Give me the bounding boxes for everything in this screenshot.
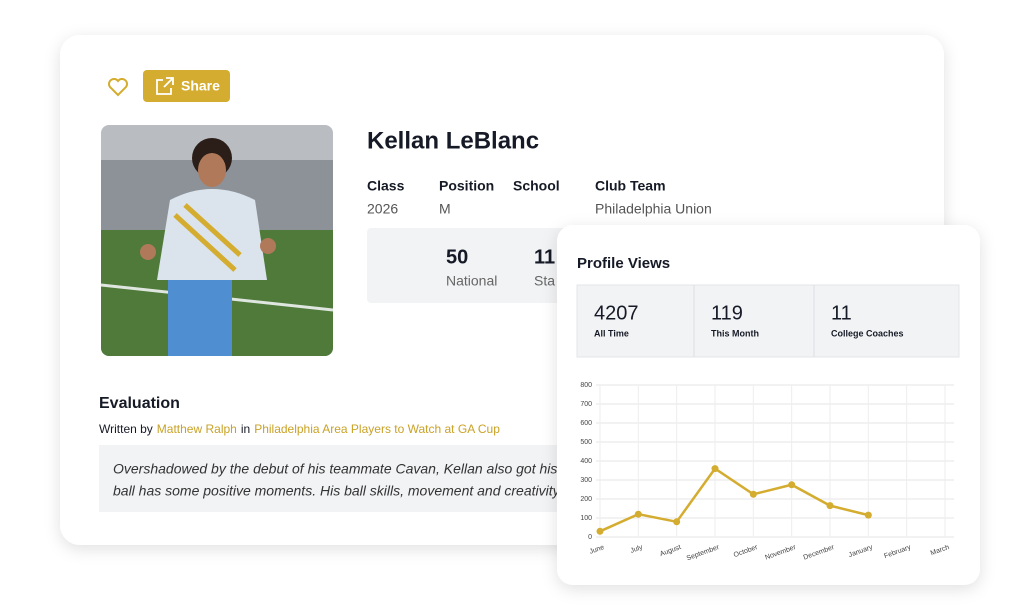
share-label[interactable]: Share — [181, 78, 220, 94]
stat-label: College Coaches — [831, 328, 904, 338]
share-button[interactable]: Share — [143, 70, 230, 102]
article-link[interactable]: Philadelphia Area Players to Watch at GA… — [254, 422, 500, 436]
field-label: School — [513, 178, 560, 194]
stat-label: All Time — [594, 328, 629, 338]
card-bg — [557, 225, 980, 585]
view-stats: 4207 All Time 119 This Month 11 College Coach… — [594, 302, 904, 338]
evaluation-title: Evaluation — [99, 395, 180, 412]
rankings-box — [367, 228, 607, 303]
y-tick-label: 400 — [580, 458, 592, 465]
evaluation-text: ball has some positive moments. His ball… — [113, 483, 561, 499]
rank-label: National — [446, 273, 497, 289]
byline-prefix: Written by — [99, 422, 153, 436]
profile-fields: Class 2026 Position M School Club Team Philade… — [367, 178, 712, 217]
chart-title: Profile Views — [577, 255, 670, 272]
field-value: Philadelphia Union — [595, 201, 712, 217]
point — [596, 527, 604, 535]
stats-box — [576, 284, 960, 358]
rank-value: 50 — [446, 246, 468, 268]
y-tick-label: 700 — [580, 401, 592, 408]
point — [711, 465, 719, 473]
field-label: Class — [367, 178, 405, 194]
views-card: Profile Views 4207 All Time 119 This Month 1… — [557, 225, 980, 585]
rank-value: 11 — [534, 246, 555, 268]
stat-value: 119 — [711, 302, 743, 324]
byline-in: in — [241, 422, 250, 436]
point — [749, 490, 757, 498]
point — [826, 502, 834, 510]
rank-label: Sta — [534, 273, 555, 289]
author-link[interactable]: Matthew Ralph — [157, 422, 237, 436]
player-name: Kellan LeBlanc — [367, 127, 539, 154]
field-value: M — [439, 201, 451, 217]
point — [673, 518, 681, 526]
y-tick-label: 500 — [580, 439, 592, 446]
field-label: Club Team — [595, 178, 666, 194]
line — [599, 466, 869, 533]
point — [788, 481, 796, 489]
y-tick-label: 200 — [580, 496, 592, 503]
rankings: 50 National 11 Sta — [446, 246, 555, 288]
x-tick-label: July — [630, 544, 645, 555]
evaluation-box — [99, 445, 579, 512]
profile-card: Share Kellan LeBlanc Class 2026 Position M S… — [60, 35, 944, 545]
field-value: 2026 — [367, 201, 398, 217]
field-label: Position — [439, 178, 494, 194]
y-tick-label: 600 — [580, 420, 592, 427]
evaluation-text: Overshadowed by the debut of his teammat… — [113, 461, 566, 477]
stat-label: This Month — [711, 328, 759, 338]
y-tick-label: 300 — [580, 477, 592, 484]
evaluation-byline: Written by Matthew Ralph in Philadelphia Ar… — [99, 422, 500, 436]
y-tick-label: 0 — [588, 534, 592, 541]
y-tick-label: 100 — [580, 515, 592, 522]
y-tick-label: 800 — [580, 382, 592, 389]
stat-value: 11 — [831, 302, 852, 324]
stat-value: 4207 — [594, 302, 639, 324]
point — [634, 510, 642, 518]
favorite-icon[interactable] — [108, 78, 128, 97]
player-photo — [101, 125, 333, 356]
point — [864, 511, 872, 519]
x-tick-label: June — [589, 544, 606, 556]
share-icon — [156, 77, 174, 95]
